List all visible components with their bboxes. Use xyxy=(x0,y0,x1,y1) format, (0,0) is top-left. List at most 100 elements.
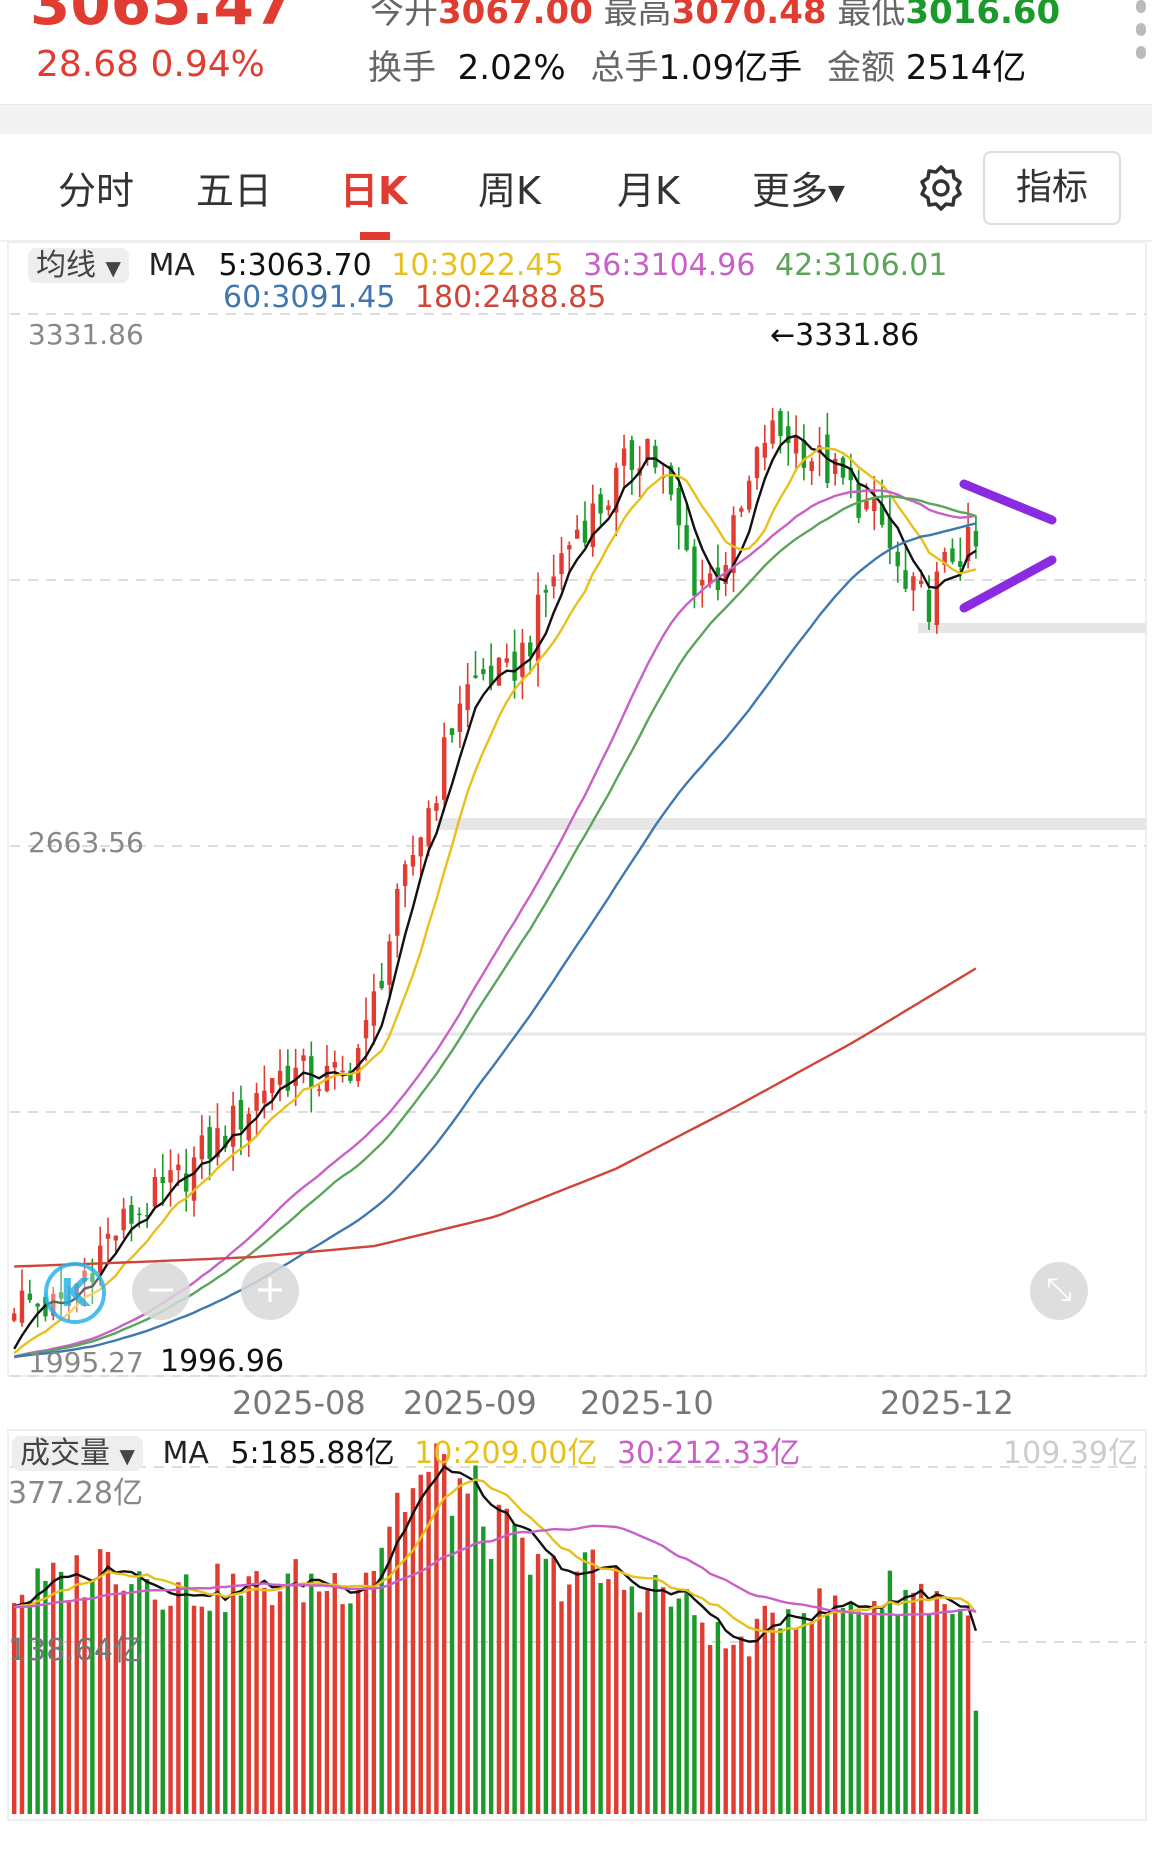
quote-top-row: 今开3067.00 最高3070.48 最低3016.60 xyxy=(370,0,1060,33)
tab-intraday[interactable]: 分时 xyxy=(58,169,135,213)
volume-bar xyxy=(762,1605,768,1814)
volume-bar xyxy=(879,1609,885,1814)
candle xyxy=(387,941,392,985)
quote-stats: 换手 2.02% 总手1.09亿手 金额 2514亿 xyxy=(368,40,1040,89)
volume-bar xyxy=(11,1603,17,1814)
tab-five-day[interactable]: 五日 xyxy=(196,169,273,213)
volume-bar xyxy=(528,1574,533,1814)
volume-bar xyxy=(379,1547,384,1814)
volume-bar xyxy=(872,1601,877,1814)
volume-bar xyxy=(504,1508,509,1814)
volume-bar xyxy=(457,1478,463,1814)
candle xyxy=(543,589,549,593)
candle xyxy=(262,1090,267,1104)
candle xyxy=(402,864,408,886)
candle xyxy=(481,669,486,675)
volume-bar xyxy=(934,1591,940,1814)
high-label: 最高 xyxy=(603,0,672,32)
volume-bar xyxy=(973,1710,979,1814)
candle xyxy=(731,515,736,573)
volume-bar xyxy=(723,1648,728,1814)
candle xyxy=(848,467,854,481)
volume-selector-label: 成交量 xyxy=(20,1436,110,1471)
candle xyxy=(496,657,502,686)
open-value: 3067.00 xyxy=(438,0,593,32)
tab-weekly-k[interactable]: 周K xyxy=(478,169,541,213)
candle xyxy=(958,561,963,567)
ma5-line xyxy=(13,434,977,1350)
candle xyxy=(449,728,455,736)
ma180-value: 180:2488.85 xyxy=(414,280,607,315)
scrollbar[interactable] xyxy=(1136,0,1148,59)
candle xyxy=(363,1020,369,1039)
volume-bar xyxy=(152,1599,158,1814)
vol-ma30-value: 30:212.33亿 xyxy=(616,1436,801,1471)
volume-bar xyxy=(309,1573,314,1814)
candle xyxy=(879,504,885,525)
k-logo-icon[interactable]: K xyxy=(44,1262,106,1324)
tab-daily-k[interactable]: 日K xyxy=(340,169,408,213)
tab-more[interactable]: 更多▼ xyxy=(752,160,845,215)
candle xyxy=(316,1089,322,1091)
volume-bar xyxy=(230,1573,236,1814)
volume-bar xyxy=(637,1612,642,1814)
volume-bar xyxy=(43,1580,48,1814)
amount-label: 金额 xyxy=(826,48,895,88)
candle xyxy=(457,703,463,732)
candle xyxy=(778,410,783,436)
volume-bar xyxy=(614,1566,619,1814)
candle xyxy=(840,457,846,478)
volume-bar xyxy=(700,1622,705,1814)
candle xyxy=(199,1135,205,1160)
candle xyxy=(520,642,525,677)
price-axis-bottom: 1995.27 xyxy=(28,1346,144,1379)
volume-bar xyxy=(582,1552,588,1814)
volume-selector[interactable]: 成交量 ▼ xyxy=(12,1436,143,1471)
vol-ma-prefix: MA xyxy=(162,1436,209,1471)
volume-bar xyxy=(606,1579,611,1814)
volume-bar xyxy=(410,1488,416,1814)
expand-icon[interactable]: ⤡ xyxy=(1030,1262,1088,1320)
candle xyxy=(973,530,979,547)
ma-selector[interactable]: 均线 ▼ xyxy=(28,248,129,283)
candle xyxy=(137,1213,142,1216)
candle xyxy=(723,565,728,584)
candle xyxy=(707,573,713,584)
candle xyxy=(918,580,924,585)
volume-bar xyxy=(668,1606,674,1814)
ma-prefix: MA xyxy=(148,248,195,283)
indicator-button[interactable]: 指标 xyxy=(983,151,1121,225)
candle xyxy=(762,442,768,458)
volume-panel-border xyxy=(7,1429,1147,1821)
volume-bar xyxy=(887,1570,893,1814)
ma5-value: 5:3063.70 xyxy=(218,248,372,283)
candle xyxy=(629,440,635,470)
volume-bar xyxy=(465,1493,470,1814)
volume-bar xyxy=(340,1604,345,1814)
candle xyxy=(934,571,940,626)
plus-icon[interactable]: + xyxy=(241,1262,299,1320)
minus-icon[interactable]: − xyxy=(132,1262,190,1320)
candle xyxy=(144,1214,150,1217)
candle xyxy=(926,589,932,623)
tab-more-label: 更多 xyxy=(752,169,829,213)
last-price: 3065.47 xyxy=(30,0,295,38)
tab-monthly-k[interactable]: 月K xyxy=(617,169,680,213)
price-axis-mid: 2663.56 xyxy=(28,826,144,859)
candle xyxy=(895,551,900,567)
volume-bar xyxy=(653,1574,658,1814)
candle xyxy=(19,1290,25,1323)
volume-bar xyxy=(856,1611,861,1814)
candle xyxy=(574,529,580,539)
candle xyxy=(692,546,697,596)
volume-bar xyxy=(684,1588,689,1814)
volume-bar xyxy=(512,1524,517,1814)
candle xyxy=(567,545,572,550)
candle xyxy=(535,594,541,662)
candle xyxy=(176,1164,181,1171)
gear-icon[interactable] xyxy=(916,163,966,213)
candle xyxy=(911,576,916,591)
candle xyxy=(270,1078,275,1094)
candle xyxy=(645,438,650,461)
